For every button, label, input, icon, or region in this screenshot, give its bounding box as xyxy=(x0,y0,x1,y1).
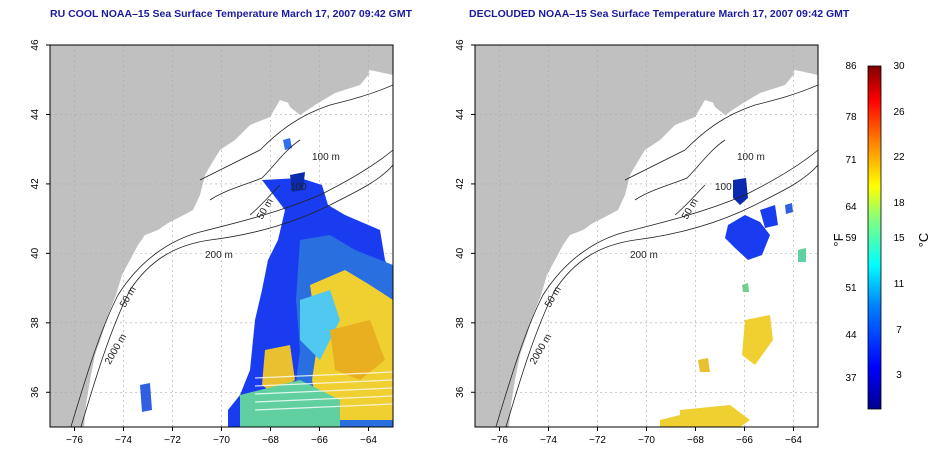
lon-tick-label: −76 xyxy=(66,435,83,446)
lon-tick-label: −72 xyxy=(589,435,606,446)
colorbar-c-tick: 22 xyxy=(893,152,905,163)
lon-tick-label: −64 xyxy=(360,435,377,446)
colorbar-c-tick: 30 xyxy=(893,61,905,72)
lon-tick-label: −66 xyxy=(736,435,753,446)
colorbar-c-tick: 26 xyxy=(893,107,905,118)
map-panel-left: 100 m 100 50 m 200 m 50 m 2000 m −76 −74−… xyxy=(30,39,394,446)
map-title-right: DECLOUDED NOAA–15 Sea Surface Temperatur… xyxy=(469,8,850,20)
lat-tick-label: 46 xyxy=(455,39,466,51)
lon-tick-label: −64 xyxy=(785,435,802,446)
lat-tick-label: 46 xyxy=(30,39,41,51)
colorbar-c-tick: 15 xyxy=(893,233,905,244)
colorbar-gradient xyxy=(867,65,882,410)
contour-label: 100 m xyxy=(312,152,340,163)
lat-tick-label: 44 xyxy=(30,108,41,120)
colorbar-c-tick: 11 xyxy=(894,279,905,290)
lat-tick-label: 36 xyxy=(30,386,41,398)
sst-data-layer xyxy=(660,178,806,427)
lat-tick-label: 40 xyxy=(455,247,466,259)
colorbar-unit-celsius: °C xyxy=(916,233,931,248)
lon-tick-label: −68 xyxy=(262,435,279,446)
lon-tick-label: −68 xyxy=(687,435,704,446)
map-title-left: RU COOL NOAA–15 Sea Surface Temperature … xyxy=(50,8,413,20)
colorbar-f-tick: 86 xyxy=(845,61,857,72)
lat-tick-label: 40 xyxy=(30,247,41,259)
contour-label: 200 m xyxy=(205,250,233,261)
lat-tick-label: 38 xyxy=(455,317,466,329)
lon-tick-label: −70 xyxy=(213,435,230,446)
colorbar-c-tick: 3 xyxy=(896,370,902,381)
lon-tick-label: −76 xyxy=(491,435,508,446)
colorbar-f-tick: 51 xyxy=(845,283,857,294)
colorbar-c-tick: 18 xyxy=(893,198,905,209)
lat-tick-label: 38 xyxy=(30,317,41,329)
bathymetry-contours xyxy=(495,84,818,427)
sst-data-layer xyxy=(140,138,393,427)
lon-tick-label: −70 xyxy=(638,435,655,446)
colorbar-f-tick: 64 xyxy=(845,202,857,213)
map-panel-right: 100 m 100 50 m 200 m 50 m 2000 m −76 −74−… xyxy=(455,39,819,446)
colorbar-f-tick: 44 xyxy=(845,330,857,341)
contour-label: 100 xyxy=(290,182,307,193)
colorbar-f-tick: 37 xyxy=(845,373,857,384)
lon-tick-label: −74 xyxy=(115,435,132,446)
contour-label: 100 xyxy=(715,182,732,193)
lon-tick-label: −74 xyxy=(540,435,557,446)
colorbar-f-tick: 78 xyxy=(845,112,857,123)
colorbar-f-tick: 71 xyxy=(845,155,857,166)
lat-tick-label: 42 xyxy=(30,178,41,190)
bathymetry-contours xyxy=(70,84,393,427)
colorbar-unit-fahrenheit: °F xyxy=(831,233,846,246)
lat-tick-label: 42 xyxy=(455,178,466,190)
contour-label: 100 m xyxy=(737,152,765,163)
lat-tick-label: 44 xyxy=(455,108,466,120)
lat-tick-label: 36 xyxy=(455,386,466,398)
lon-tick-label: −72 xyxy=(164,435,181,446)
colorbar-f-tick: 59 xyxy=(845,233,857,244)
contour-label: 200 m xyxy=(630,250,658,261)
colorbar: 86 78 71 64 59 51 44 37 30 26 22 18 15 11 7 3 °F °C xyxy=(831,61,931,410)
colorbar-c-tick: 7 xyxy=(896,325,902,336)
lon-tick-label: −66 xyxy=(311,435,328,446)
